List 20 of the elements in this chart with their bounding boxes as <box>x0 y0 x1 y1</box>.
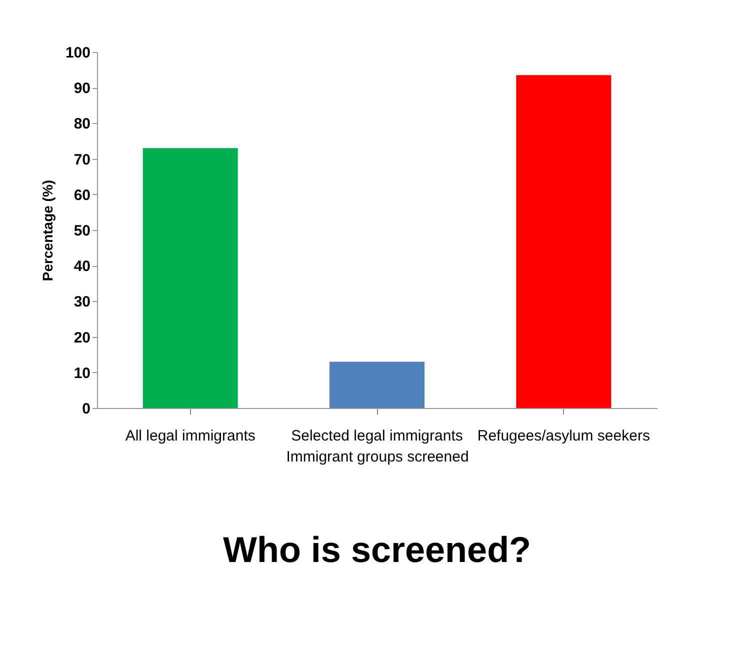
bar <box>142 148 238 408</box>
y-tick-label: 60 <box>74 186 90 204</box>
y-tick-label: 90 <box>74 80 90 98</box>
y-tick-label: 50 <box>74 222 90 240</box>
y-tick-label: 70 <box>74 151 90 168</box>
x-axis-title: Immigrant groups screened <box>286 448 469 466</box>
y-tick-label: 40 <box>74 258 90 276</box>
y-tick-label: 30 <box>74 294 90 311</box>
x-tick-label: Refugees/asylum seekers <box>477 428 650 444</box>
y-tick-label: 0 <box>82 400 90 418</box>
text: Who is screened? <box>222 529 532 570</box>
y-axis-title: Percentage (%) <box>39 180 56 282</box>
y-tick-label: 20 <box>74 329 90 346</box>
x-tick-label: Selected legal immigrants <box>291 428 463 444</box>
y-tick-label: 10 <box>74 364 90 382</box>
bar <box>516 75 612 408</box>
y-tick-label: 80 <box>74 116 90 133</box>
bar <box>330 362 424 408</box>
y-tick-label: 100 <box>65 44 90 62</box>
x-tick-label: All legal immigrants <box>125 428 256 444</box>
